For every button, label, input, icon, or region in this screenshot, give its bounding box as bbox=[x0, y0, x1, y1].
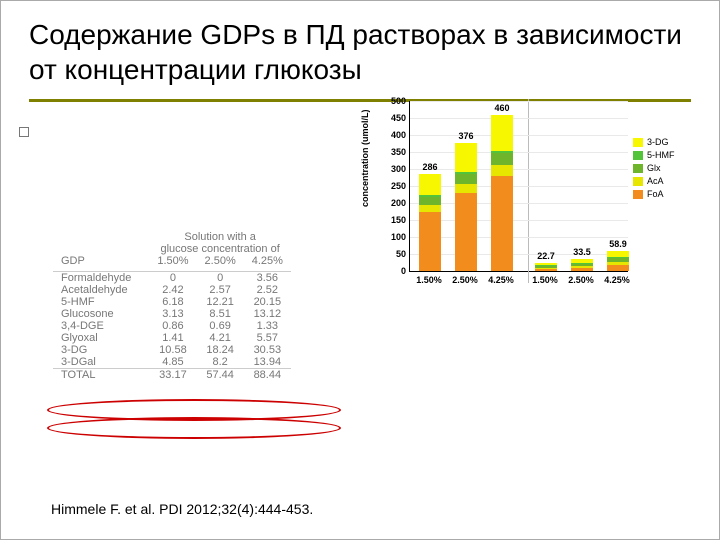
legend-label: 3-DG bbox=[647, 137, 669, 147]
x-tick-label: 2.50% bbox=[568, 275, 594, 285]
legend-item: FoA bbox=[633, 189, 675, 199]
gdp-bar-chart: concentration (umol/L) 05010015020025030… bbox=[371, 97, 706, 317]
table-col-header: 2.50% bbox=[197, 255, 244, 272]
y-tick: 50 bbox=[384, 249, 406, 259]
table-col-header: 1.50% bbox=[149, 255, 196, 272]
bar-value-label: 460 bbox=[494, 103, 509, 113]
table-superheader: glucose concentration of bbox=[149, 243, 291, 255]
legend-swatch bbox=[633, 151, 643, 160]
legend-item: Glx bbox=[633, 163, 675, 173]
table-row: Acetaldehyde2.422.572.52 bbox=[53, 284, 291, 296]
y-tick: 150 bbox=[384, 215, 406, 225]
table-total-row: TOTAL33.1757.4488.44 bbox=[53, 369, 291, 382]
y-tick: 400 bbox=[384, 130, 406, 140]
y-tick: 450 bbox=[384, 113, 406, 123]
bar-value-label: 286 bbox=[422, 162, 437, 172]
table-row: 3,4-DGE0.860.691.33 bbox=[53, 320, 291, 332]
x-tick-label: 4.25% bbox=[488, 275, 514, 285]
table-row: Glyoxal1.414.215.57 bbox=[53, 332, 291, 344]
legend-label: Glx bbox=[647, 163, 661, 173]
table-row: 3-DGal4.858.213.94 bbox=[53, 356, 291, 369]
legend-swatch bbox=[633, 190, 643, 199]
y-tick: 500 bbox=[384, 96, 406, 106]
legend-swatch bbox=[633, 138, 643, 147]
chart-legend: 3-DG 5-HMF Glx AcA FoA bbox=[633, 137, 675, 202]
bar-value-label: 58.9 bbox=[609, 239, 627, 249]
y-tick: 100 bbox=[384, 232, 406, 242]
y-tick: 350 bbox=[384, 147, 406, 157]
bar-value-label: 376 bbox=[458, 131, 473, 141]
legend-item: 5-HMF bbox=[633, 150, 675, 160]
highlight-ring-3dgal bbox=[47, 399, 341, 421]
legend-label: 5-HMF bbox=[647, 150, 675, 160]
slide-title: Содержание GDPs в ПД растворах в зависим… bbox=[29, 17, 691, 87]
slide: { "title": "Содержание GDPs в ПД раствор… bbox=[0, 0, 720, 540]
x-tick-label: 1.50% bbox=[416, 275, 442, 285]
y-tick: 250 bbox=[384, 181, 406, 191]
gdp-table: Solution with aglucose concentration ofG… bbox=[53, 231, 291, 381]
legend-label: FoA bbox=[647, 189, 664, 199]
table-row: Glucosone3.138.5113.12 bbox=[53, 308, 291, 320]
title-block: Содержание GDPs в ПД растворах в зависим… bbox=[1, 1, 719, 93]
bar-value-label: 33.5 bbox=[573, 247, 591, 257]
legend-item: AcA bbox=[633, 176, 675, 186]
bullet-icon bbox=[19, 127, 29, 137]
x-tick-label: 2.50% bbox=[452, 275, 478, 285]
highlight-ring-total bbox=[47, 417, 341, 439]
table-superheader: Solution with a bbox=[149, 231, 291, 243]
x-tick-label: 4.25% bbox=[604, 275, 630, 285]
legend-swatch bbox=[633, 177, 643, 186]
y-axis-label: concentration (umol/L) bbox=[360, 110, 370, 208]
table-row: 5-HMF6.1812.2120.15 bbox=[53, 296, 291, 308]
table-row: Formaldehyde003.56 bbox=[53, 272, 291, 285]
y-tick: 300 bbox=[384, 164, 406, 174]
citation: Himmele F. et al. PDI 2012;32(4):444-453… bbox=[51, 501, 313, 517]
plot-area: 0501001502002503003504004505002863764602… bbox=[409, 101, 628, 272]
table-col-header: 4.25% bbox=[244, 255, 291, 272]
x-axis-labels: 1.50% 2.50% 4.25% 1.50% 2.50% 4.25% bbox=[409, 275, 627, 291]
legend-item: 3-DG bbox=[633, 137, 675, 147]
legend-swatch bbox=[633, 164, 643, 173]
y-tick: 0 bbox=[384, 266, 406, 276]
table-corner: GDP bbox=[53, 255, 149, 272]
x-tick-label: 1.50% bbox=[532, 275, 558, 285]
group-divider bbox=[528, 99, 529, 283]
table-row: 3-DG10.5818.2430.53 bbox=[53, 344, 291, 356]
y-tick: 200 bbox=[384, 198, 406, 208]
bar-value-label: 22.7 bbox=[537, 251, 555, 261]
legend-label: AcA bbox=[647, 176, 664, 186]
